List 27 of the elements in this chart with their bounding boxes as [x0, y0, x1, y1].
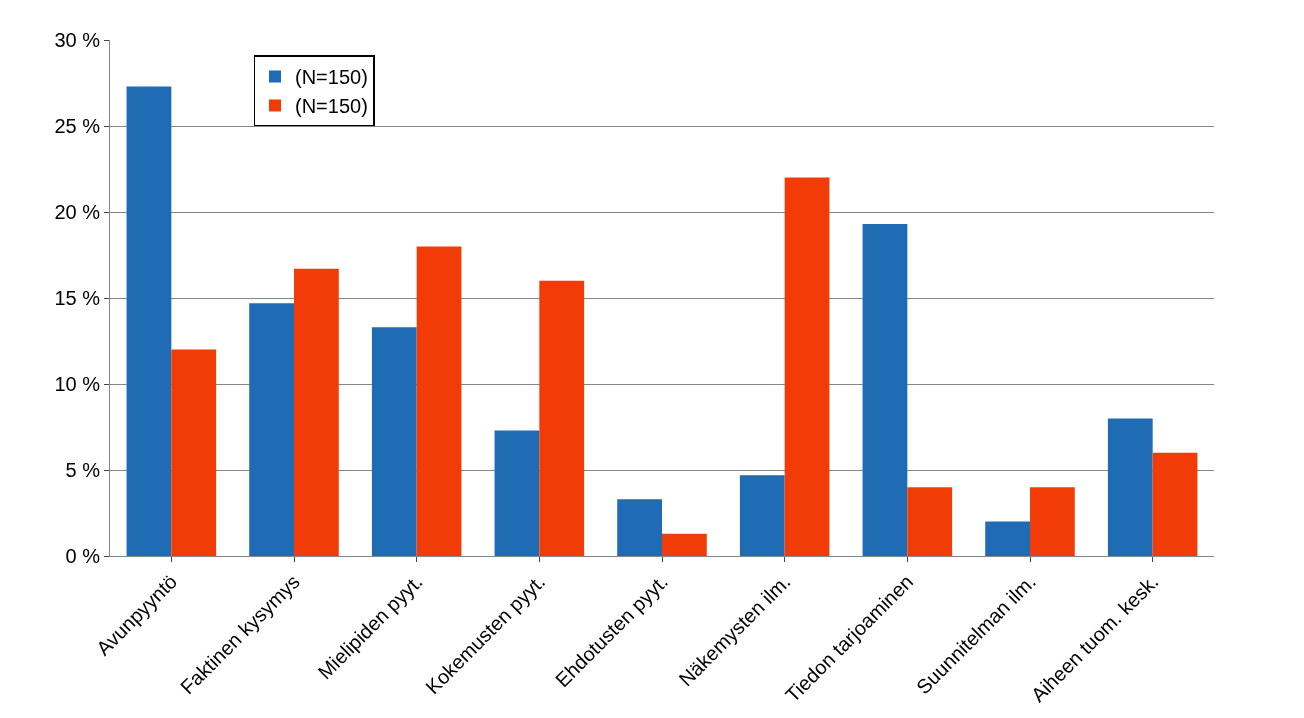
legend-label: (N=150): [295, 95, 368, 118]
bar: [171, 349, 217, 556]
y-tick-label: 25 %: [54, 115, 101, 137]
bar: [294, 268, 339, 556]
bar: [739, 475, 785, 556]
bar: [539, 280, 585, 556]
bar: [985, 521, 1030, 556]
y-tick-label: 20 %: [54, 201, 101, 223]
y-tick-label: 15 %: [54, 287, 101, 309]
bar: [662, 533, 707, 556]
y-tick-label: 30 %: [54, 29, 101, 51]
bar: [1152, 452, 1198, 556]
bar: [1030, 487, 1075, 556]
y-tick-label: 5 %: [65, 459, 101, 481]
bar: [416, 246, 462, 556]
bar: [126, 86, 172, 556]
bar: [494, 430, 540, 556]
bar: [617, 499, 662, 556]
bar: [907, 487, 953, 556]
bar: [1107, 418, 1153, 556]
bar: [371, 327, 417, 556]
y-tick-label: 0 %: [65, 545, 101, 567]
bar: [784, 177, 830, 556]
bar: [862, 224, 908, 556]
y-tick-label: 10 %: [54, 373, 101, 395]
legend-label: (N=150): [295, 66, 368, 89]
bar: [249, 303, 294, 556]
